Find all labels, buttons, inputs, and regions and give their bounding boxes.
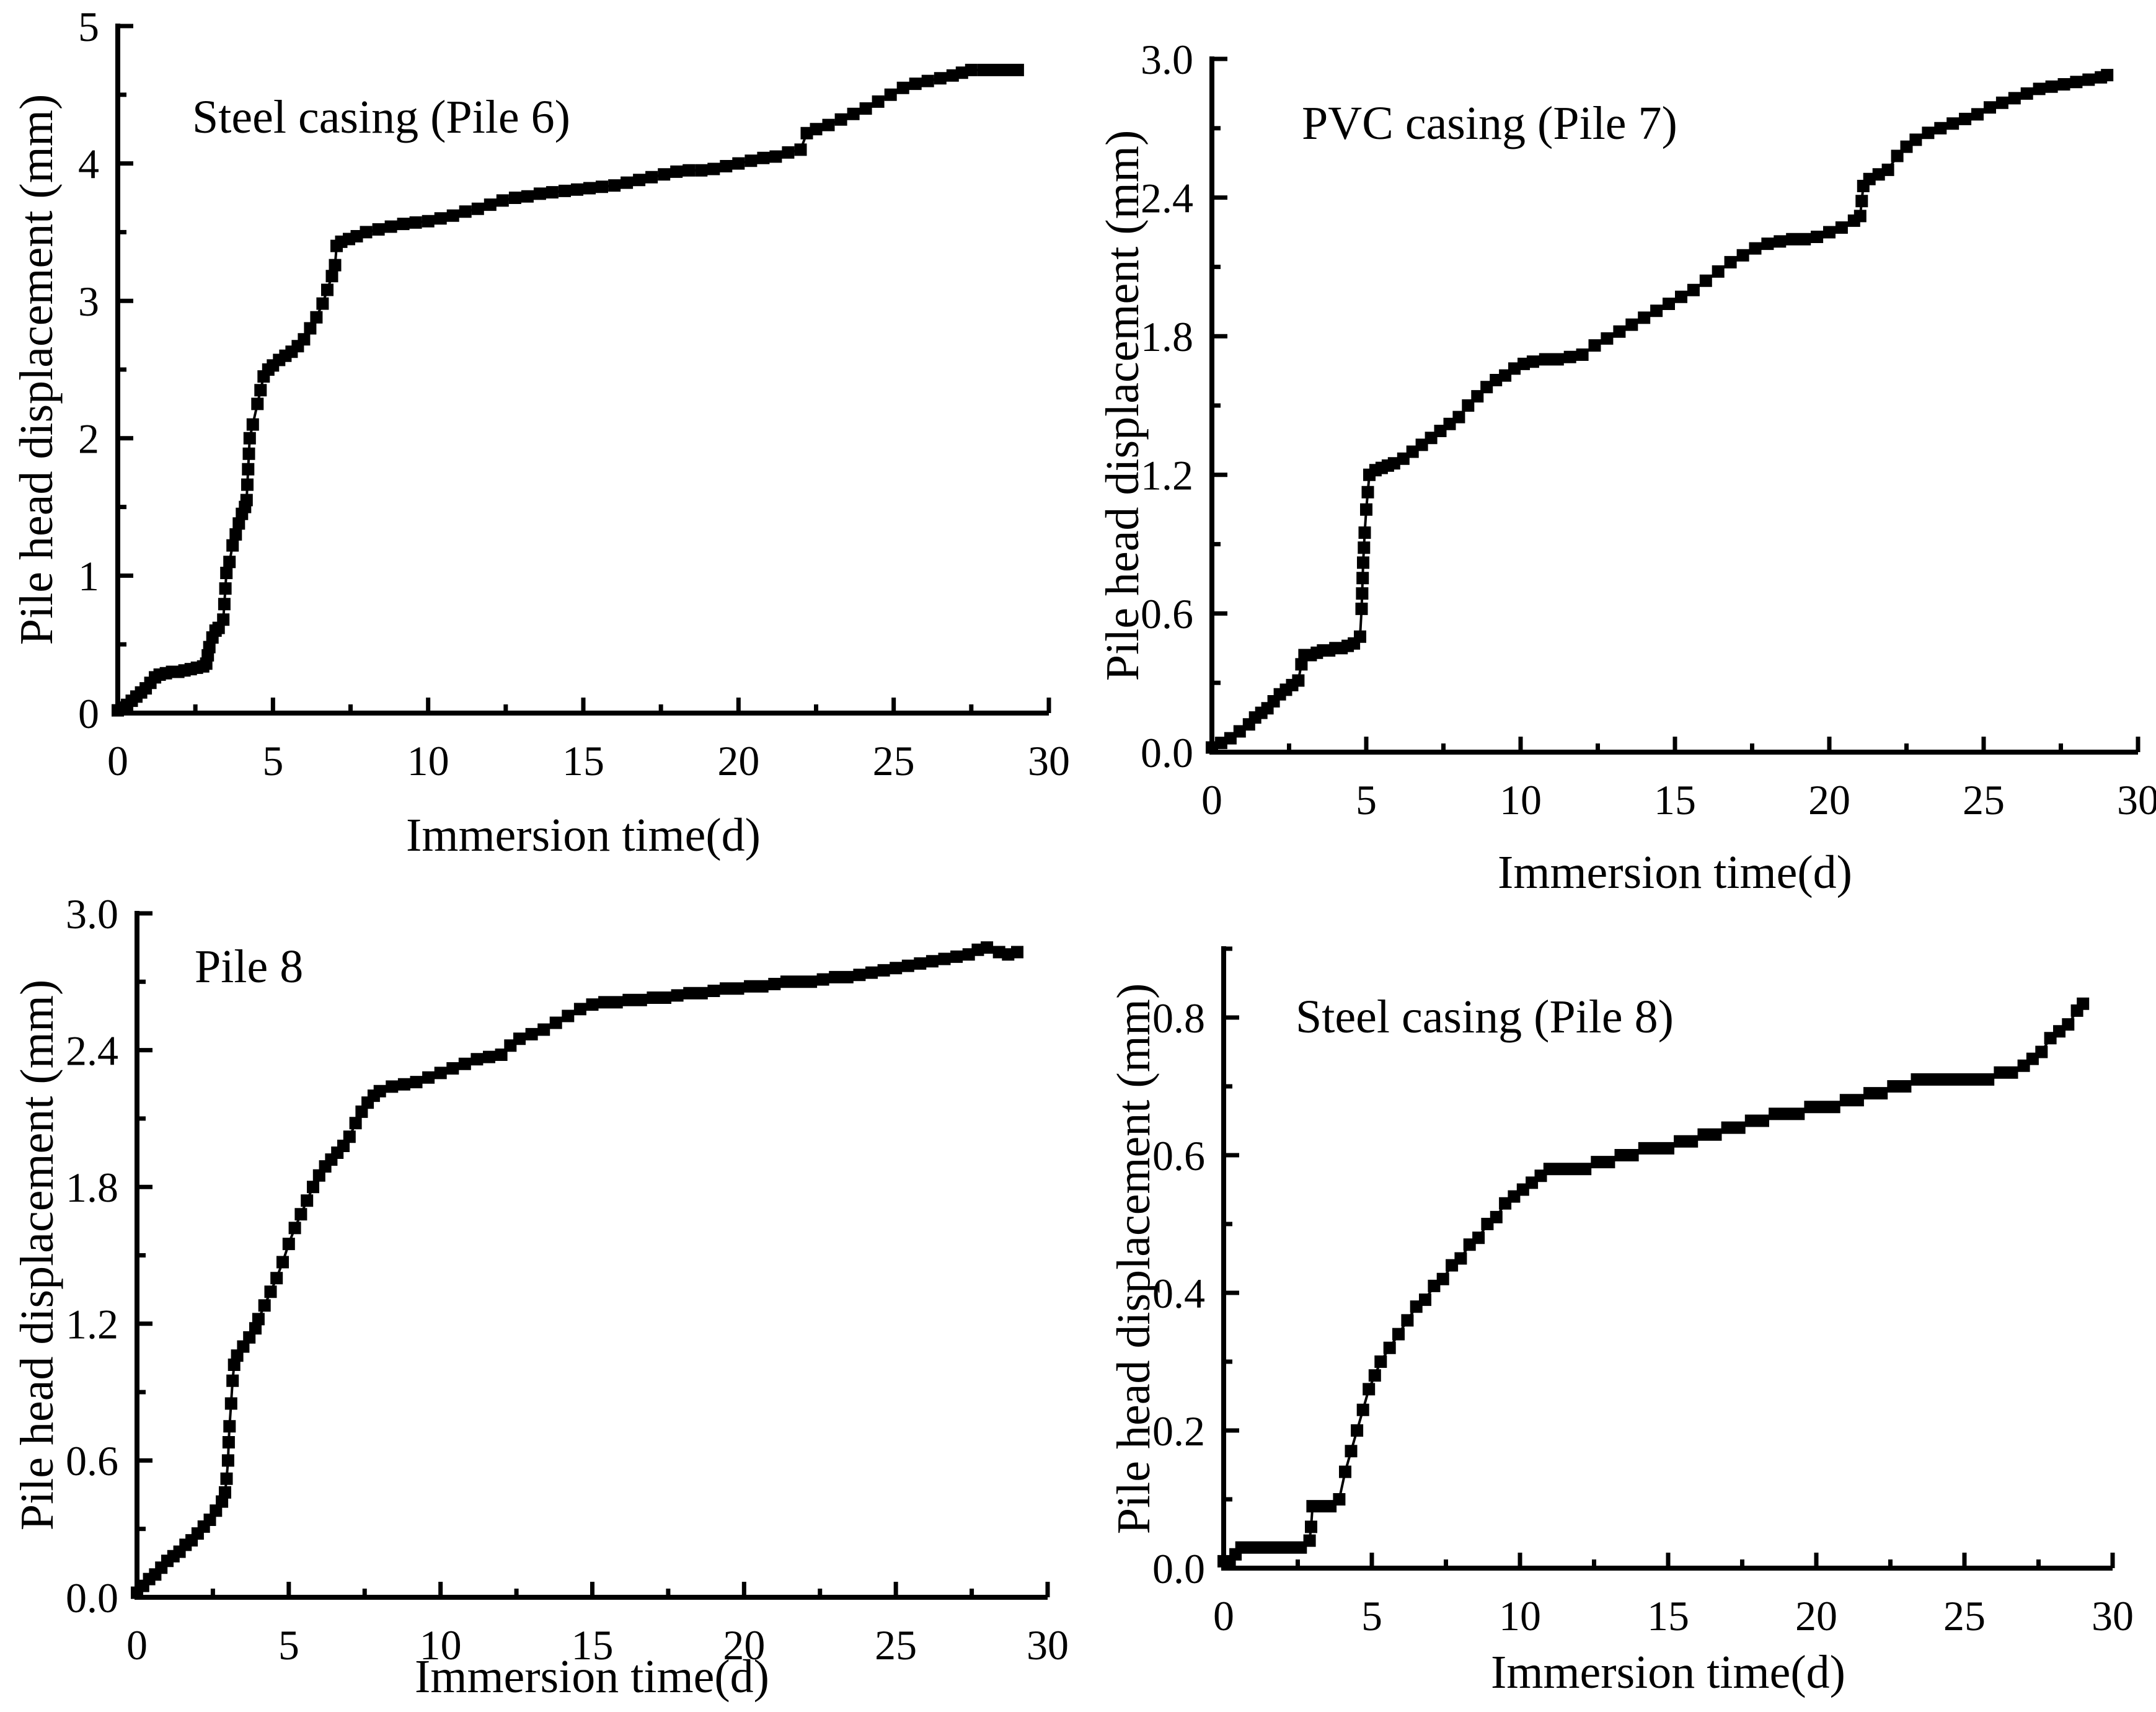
panel-title-steel-casing-pile-8: Steel casing (Pile 8) <box>1296 991 1674 1044</box>
svg-text:30: 30 <box>1027 1621 1069 1669</box>
svg-text:10: 10 <box>420 1621 462 1669</box>
svg-text:1.2: 1.2 <box>66 1301 118 1348</box>
y-axis-title-pile7: Pile head displacement (mm) <box>1097 130 1149 681</box>
y-axis-title-pile8: Pile head displacement (mm) <box>11 979 64 1531</box>
x-axis-title-pile8: Immersion time(d) <box>415 1651 769 1703</box>
steel-casing-pile-8-markers <box>1217 997 2090 1568</box>
svg-text:1.8: 1.8 <box>1141 313 1193 360</box>
svg-text:10: 10 <box>1499 1592 1541 1639</box>
svg-text:20: 20 <box>723 1621 765 1669</box>
svg-text:5: 5 <box>278 1621 299 1669</box>
svg-text:3: 3 <box>78 278 99 325</box>
svg-text:1.8: 1.8 <box>66 1164 118 1211</box>
svg-text:10: 10 <box>1500 776 1542 823</box>
svg-text:20: 20 <box>717 737 759 784</box>
pile-8-markers <box>131 941 1023 1599</box>
svg-text:20: 20 <box>1808 776 1850 823</box>
svg-text:3.0: 3.0 <box>66 890 118 938</box>
panel-title-pile-8: Pile 8 <box>195 941 304 993</box>
svg-text:4: 4 <box>78 140 99 187</box>
svg-text:10: 10 <box>407 737 449 784</box>
svg-text:0.0: 0.0 <box>66 1574 118 1621</box>
svg-text:25: 25 <box>1943 1592 1986 1639</box>
x-axis-title-pile7: Immersion time(d) <box>1498 846 1852 899</box>
svg-text:15: 15 <box>1647 1592 1689 1639</box>
svg-text:15: 15 <box>572 1621 614 1669</box>
svg-text:30: 30 <box>2092 1592 2134 1639</box>
x-axis-title-pile6: Immersion time(d) <box>406 809 761 862</box>
svg-text:5: 5 <box>262 737 283 784</box>
svg-text:0.0: 0.0 <box>1141 729 1193 776</box>
svg-text:0.4: 0.4 <box>1152 1270 1205 1317</box>
svg-text:25: 25 <box>1963 776 2005 823</box>
svg-text:30: 30 <box>2117 776 2156 823</box>
svg-text:0: 0 <box>107 737 128 784</box>
svg-text:0.2: 0.2 <box>1152 1408 1205 1455</box>
steel-casing-pile-6-markers <box>112 63 1024 717</box>
panel-title-pvc-casing-pile-7: PVC casing (Pile 7) <box>1302 97 1677 150</box>
panel-title-steel-casing-pile-6: Steel casing (Pile 6) <box>192 91 570 144</box>
y-axis-title-pile6: Pile head displacement (mm) <box>11 94 63 645</box>
svg-text:30: 30 <box>1028 737 1070 784</box>
svg-text:2.4: 2.4 <box>66 1027 118 1074</box>
svg-text:0: 0 <box>78 690 99 737</box>
svg-text:1: 1 <box>78 552 99 600</box>
steel-casing-pile-8-plot: 0 5 10 15 20 25 30 0.0 0.2 0.4 0.6 0.8 <box>1152 946 2134 1639</box>
x-axis-title-pile8-steel: Immersion time(d) <box>1491 1646 1845 1699</box>
svg-text:3.0: 3.0 <box>1141 36 1193 83</box>
svg-text:25: 25 <box>873 737 915 784</box>
svg-text:15: 15 <box>1654 776 1696 823</box>
svg-text:2.4: 2.4 <box>1141 174 1193 221</box>
svg-text:0.6: 0.6 <box>1152 1132 1205 1179</box>
svg-text:5: 5 <box>1356 776 1377 823</box>
svg-text:1.2: 1.2 <box>1141 452 1193 499</box>
svg-text:0.6: 0.6 <box>66 1437 118 1484</box>
svg-text:5: 5 <box>78 3 99 50</box>
svg-text:0.8: 0.8 <box>1152 995 1205 1042</box>
svg-text:0: 0 <box>126 1621 148 1669</box>
svg-text:0: 0 <box>1201 776 1222 823</box>
steel-casing-pile-6-plot: 0 5 10 15 20 25 30 0 1 2 3 4 5 <box>78 3 1070 784</box>
svg-text:15: 15 <box>562 737 604 784</box>
pvc-casing-pile-7-plot: 0 5 10 15 20 25 30 0.0 0.6 1.2 1.8 2.4 3.0 <box>1141 36 2156 823</box>
svg-text:0.6: 0.6 <box>1141 590 1193 637</box>
svg-text:25: 25 <box>875 1621 917 1669</box>
y-axis-title-pile8-steel: Pile head displacement (mm) <box>1108 983 1160 1535</box>
pile-8-plot: 0 5 10 15 20 25 30 0.0 0.6 1.2 1.8 2.4 3.0 <box>66 890 1069 1669</box>
svg-text:20: 20 <box>1795 1592 1837 1639</box>
svg-text:5: 5 <box>1361 1592 1382 1639</box>
svg-text:0: 0 <box>1213 1592 1234 1639</box>
pvc-casing-pile-7-markers <box>1206 69 2114 754</box>
svg-text:2: 2 <box>78 415 99 463</box>
svg-text:0.0: 0.0 <box>1152 1545 1205 1592</box>
